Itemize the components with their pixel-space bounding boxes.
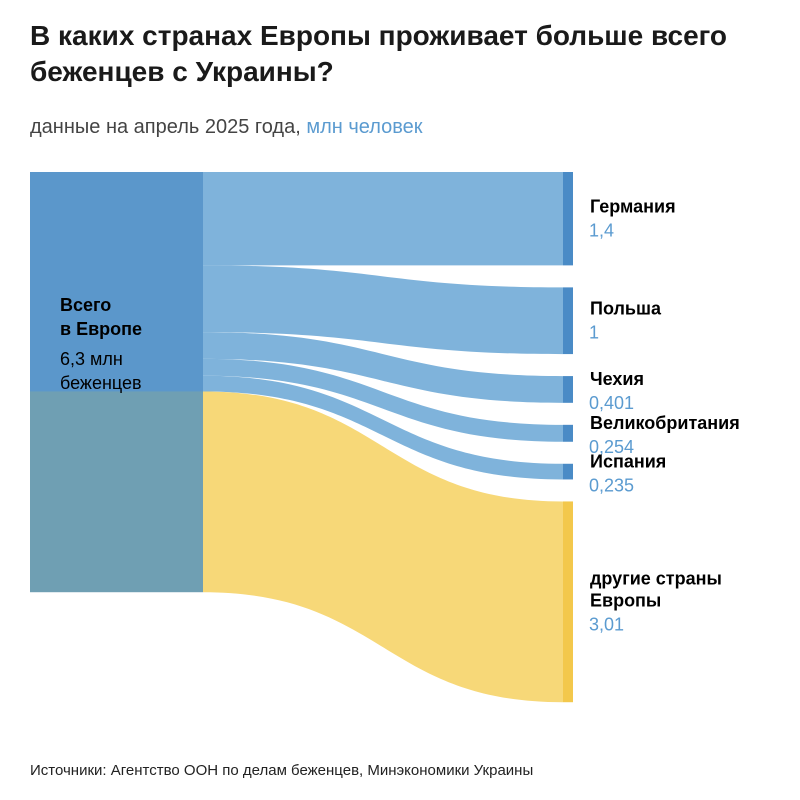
value-label: 0,235 [589,475,634,495]
subtitle-row: данные на апрель 2025 года, млн человек [30,116,423,139]
target-bar [563,376,573,403]
chart: Германия 1,4 Польша 1 Чехия 0,401Великобритан… [30,172,740,703]
flow [203,358,563,442]
target-label: другие страны [590,569,722,589]
value-label: 1,4 [589,220,614,240]
footnote: Источники: Агентство ООН по делам беженц… [30,762,534,779]
target-label: Испания [590,451,666,471]
subtitle: данные на апрель 2025 года, [30,116,301,138]
source-total: 6,3 млн [60,349,123,369]
target-bar [563,172,573,266]
value-label: 0,401 [589,393,634,413]
flow [203,332,563,403]
source-label: в Европе [60,319,142,339]
target-label: Европы [590,591,661,611]
target-label: Чехия [590,369,644,389]
target-bar [563,424,573,442]
source-node-part [30,172,203,392]
target-label: Польша [590,298,662,318]
target-label: Великобритания [590,413,740,433]
flow [203,172,563,266]
flow [203,375,563,480]
source-label: Всего [60,295,111,315]
value-label: 3,01 [589,615,624,635]
flow [203,391,563,703]
target-label: Германия [590,196,676,216]
source-total: беженцев [60,373,142,393]
value-label: 1 [589,322,599,342]
unit: млн человек [306,116,423,138]
target-bar [563,501,573,703]
value-label: 0,254 [589,437,634,457]
target-bar [563,463,573,480]
flow [203,265,563,355]
target-bar [563,287,573,355]
title: В каких странах Европы проживает больше … [30,20,728,87]
